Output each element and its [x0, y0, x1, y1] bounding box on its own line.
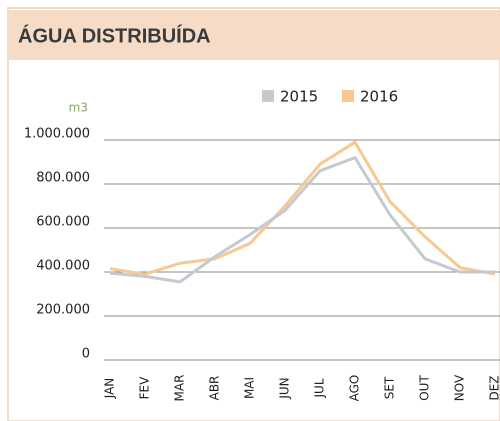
y-tick-label: 1.000.000: [24, 127, 90, 142]
y-axis-label: m3: [69, 101, 88, 115]
y-tick-label: 400.000: [36, 259, 90, 274]
legend-swatch: [262, 90, 274, 102]
line: [109, 140, 496, 276]
y-tick-label: 600.000: [36, 215, 90, 230]
x-tick-label: MAI: [243, 377, 257, 399]
legend-label: 2015: [280, 88, 318, 106]
x-tick-label: ABR: [208, 376, 222, 401]
legend-swatch: [342, 90, 354, 102]
x-tick-label: JAN: [103, 378, 117, 400]
y-tick-label: 800.000: [36, 171, 90, 186]
x-tick-label: MAR: [173, 375, 187, 402]
x-tick-label: NOV: [453, 374, 467, 401]
x-tick-label: DEZ: [488, 375, 500, 400]
chart-title: ÁGUA DISTRIBUÍDA: [18, 24, 211, 47]
line: [109, 156, 495, 284]
legend-label: 2016: [360, 88, 398, 106]
y-tick-label: 0: [82, 347, 90, 362]
x-tick-label: AGO: [348, 375, 362, 402]
x-tick-label: FEV: [138, 376, 152, 399]
x-tick-label: JUL: [313, 378, 327, 398]
x-tick-label: SET: [383, 376, 397, 399]
header: [8, 10, 500, 60]
x-tick-label: OUT: [418, 375, 432, 401]
panel: [7, 7, 500, 421]
y-tick-label: 200.000: [36, 303, 90, 318]
x-tick-label: JUN: [278, 377, 292, 399]
